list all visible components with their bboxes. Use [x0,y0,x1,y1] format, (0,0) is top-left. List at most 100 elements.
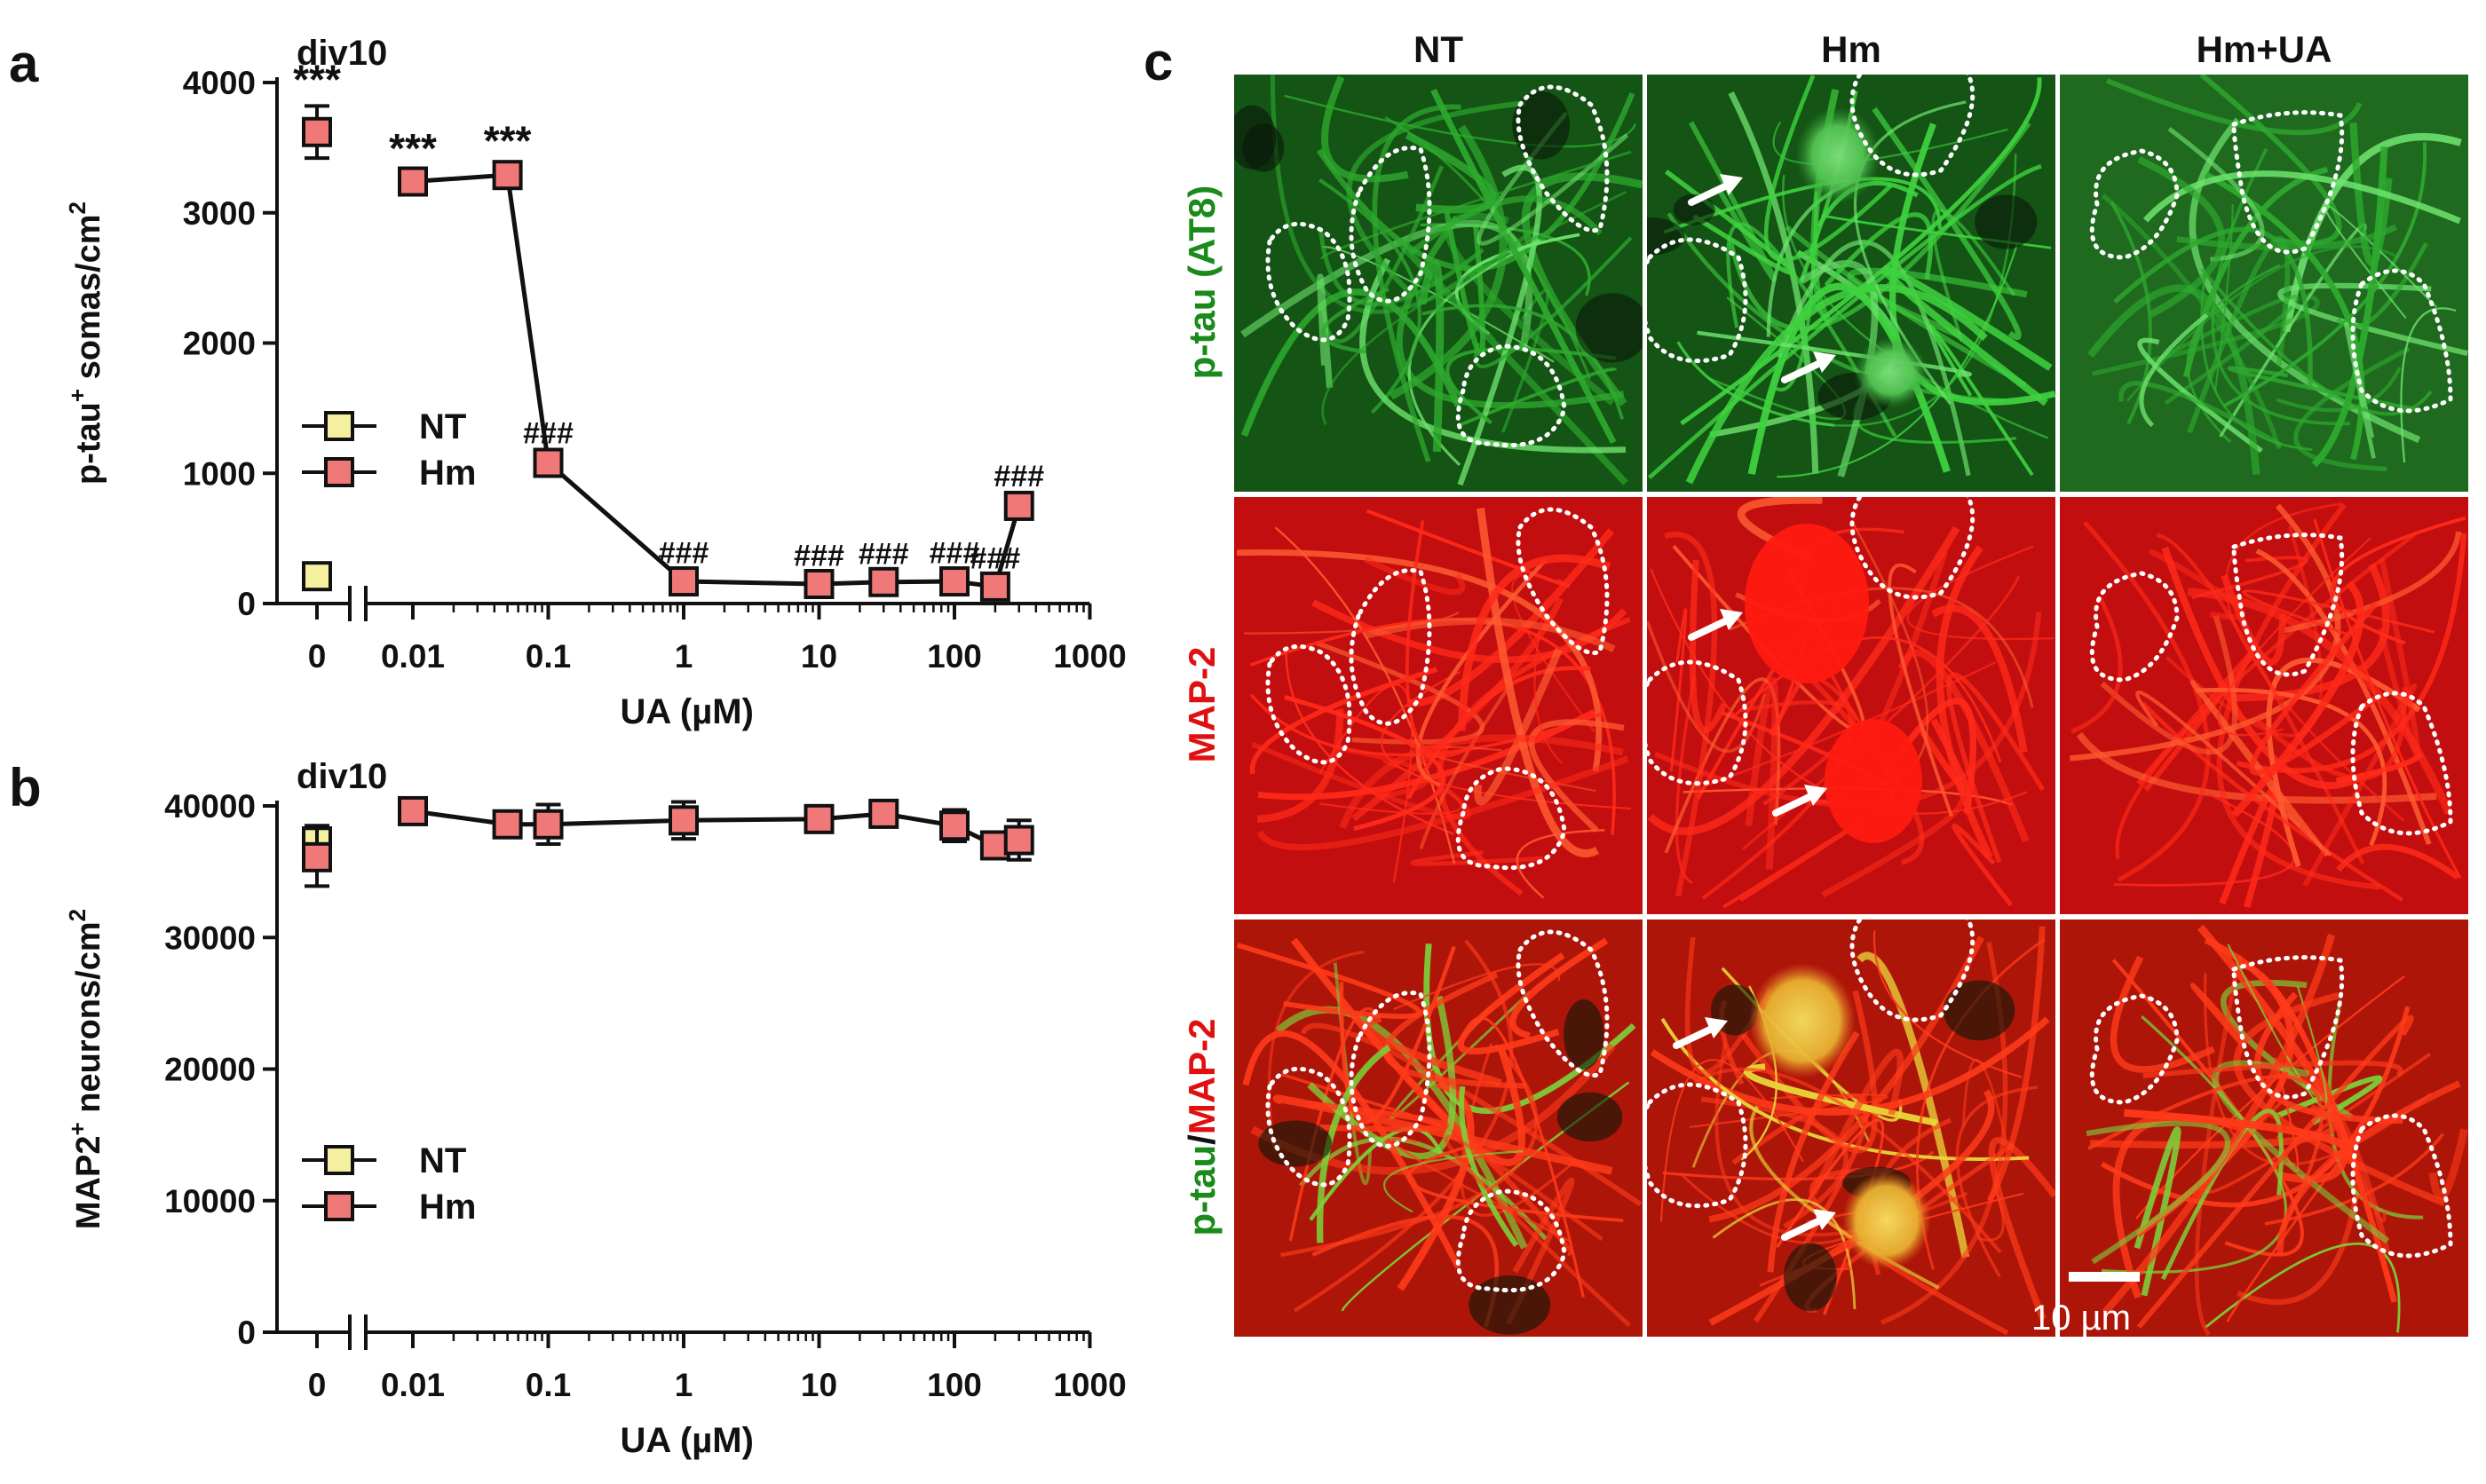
micrograph-r1-c2 [1647,75,2055,492]
cell-outline [1849,497,1975,600]
y-tick-label: 3000 [183,195,256,232]
y-label-sup: + [64,1122,91,1135]
micrograph-r2-c2 [1647,497,2055,914]
cell-outline [1647,659,1748,786]
neurite [1256,755,1629,851]
neurite [1418,259,1445,453]
neurite [1785,225,2027,388]
soma [1842,1172,1931,1269]
cell-outline [1349,568,1432,726]
neurite [2134,1126,2181,1297]
neurite [2160,1109,2284,1281]
data-point-hm [804,568,835,599]
data-point-hm [868,798,899,829]
neurite [2086,1120,2230,1265]
neurite [2126,245,2400,402]
neurite [2142,1060,2403,1078]
neurite [2216,502,2380,890]
neurite [1285,648,1454,835]
neurite [1664,170,1794,276]
arrow-head-icon [1705,1017,1728,1038]
cell-outline [1647,1082,1748,1209]
panel-label-c: c [1144,32,1173,91]
neurite [1256,708,1344,823]
y-label-part: p-tau [70,402,107,485]
neurite [1359,257,1627,454]
neurite [2161,546,2366,789]
neurite [2200,268,2433,416]
column-label-hm: Hm [1821,28,1881,70]
micrograph-r3-c3 [2060,920,2468,1337]
neurite [1509,937,1609,1039]
x-tick-label: 10 [801,1367,837,1403]
x-tick-label: 1000 [1053,638,1126,675]
neurite [1936,545,1993,859]
panel-label-b: b [9,758,42,817]
data-point-hm [492,809,523,840]
dark-region [1242,123,1285,172]
significance-annotation: *** [293,56,341,102]
x-tick-label: 0.01 [381,1367,445,1403]
neurite [1372,104,1461,462]
neurite [1318,229,1484,307]
data-point-hm [492,160,523,191]
neurite [1406,1144,1624,1222]
neurite [1458,367,1618,428]
data-point-hm [868,566,899,597]
legend-label: NT [419,1141,466,1180]
cell-outline [2350,1113,2453,1259]
chart-b: 0 10000 20000 30000 40000 0 0.01 0.1 1 10 100 1000 U… [64,757,1127,1460]
x-tick-label: 0 [308,1367,327,1403]
neurite [1459,1085,1519,1247]
neurite [1382,972,1527,1089]
significance-annotation: ### [523,417,574,451]
data-point-hm [669,566,699,597]
arrow-icon [1688,181,1732,206]
cell-outline [1265,1066,1352,1188]
data-point-hm [1003,490,1034,521]
row-label-merge-ptau: p-tau [1181,1145,1223,1236]
neurite [2176,224,2398,251]
neurite [2102,193,2282,450]
x-tick-label: 1 [675,638,693,675]
neurite [1776,240,1971,477]
data-point-hm [398,795,428,826]
neurite [2195,687,2387,847]
neurite [1307,995,1457,1160]
data-point-hm [939,810,970,841]
neurite [1415,558,1548,788]
y-tick-label: 0 [237,1314,256,1351]
data-point-hm [669,805,699,836]
scale-bar-label: 10 µm [2031,1298,2131,1338]
column-label-hm-ua: Hm+UA [2197,28,2332,70]
chart-title: div10 [297,757,387,796]
neurite [2139,312,2209,428]
neurite [1897,649,2030,843]
y-label-part: neurons/cm [70,921,107,1122]
neurite [1270,75,1540,314]
cell-outline [1849,75,1975,178]
neurite [1341,1081,1630,1312]
neurite [2284,531,2462,634]
cell-outline [1455,343,1567,448]
neurite [1809,1167,2009,1336]
neurite [1952,824,2013,907]
neurite [1309,1126,1444,1221]
arrow-icon [1781,359,1825,383]
cell-outline [1349,146,1432,304]
neurite [2135,975,2405,1220]
cell-outline [1265,643,1352,765]
neurite [2349,122,2393,267]
neurite [1406,528,1615,707]
x-tick-label: 0.1 [526,1367,571,1403]
cell-outline [1265,221,1352,343]
neurite [2137,337,2263,454]
neurite [2276,1080,2461,1255]
neurite [1474,648,1563,806]
neurite [1405,520,1476,758]
cell-outline [1516,929,1610,1078]
neurite [1383,1149,1524,1213]
neurite [1650,568,2028,815]
panel-label-a: a [9,34,39,93]
neurite [2100,1006,2411,1208]
